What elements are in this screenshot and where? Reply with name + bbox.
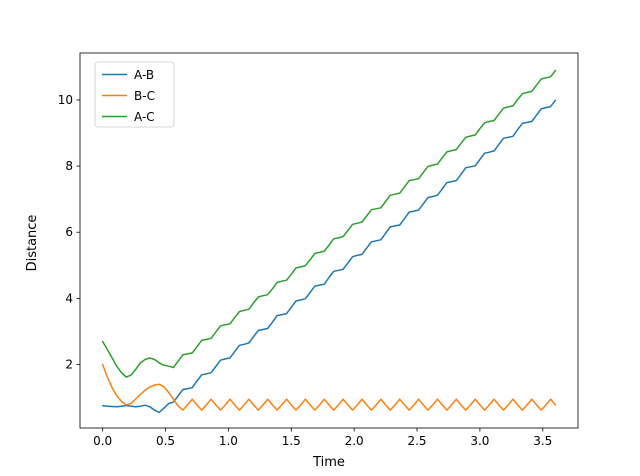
legend-label-A-C: A-C xyxy=(134,110,155,124)
y-tick-label: 6 xyxy=(65,225,73,239)
axes-spines xyxy=(79,52,579,429)
x-axis-label: Time xyxy=(312,455,345,470)
x-tick-label: 3.5 xyxy=(533,434,552,448)
x-tick-label: 0.0 xyxy=(93,434,112,448)
legend: A-B B-C A-C xyxy=(94,61,175,128)
x-tick-label: 2.5 xyxy=(407,434,426,448)
y-tick-label: 4 xyxy=(65,291,73,305)
x-tick-label: 1.0 xyxy=(219,434,238,448)
legend-label-A-B: A-B xyxy=(134,68,154,82)
series-layer xyxy=(101,69,557,414)
x-tick-label: 0.5 xyxy=(156,434,175,448)
y-tick-label: 2 xyxy=(65,358,73,372)
y-axis-label: Distance xyxy=(25,215,40,272)
x-tick-label: 1.5 xyxy=(282,434,301,448)
x-tick-label: 3.0 xyxy=(470,434,489,448)
x-tick-label: 2.0 xyxy=(345,434,364,448)
axes-layer: 0.0 0.5 1.0 1.5 2.0 2.5 3.0 3.5 2 4 6 8 10 xyxy=(58,52,579,448)
series-line-B-C xyxy=(101,363,557,411)
series-line-A-B xyxy=(101,99,557,414)
legend-box xyxy=(94,61,175,128)
series-line-A-C xyxy=(101,69,557,378)
legend-label-B-C: B-C xyxy=(134,89,155,103)
y-tick-label: 10 xyxy=(58,93,73,107)
y-tick-label: 8 xyxy=(65,159,73,173)
